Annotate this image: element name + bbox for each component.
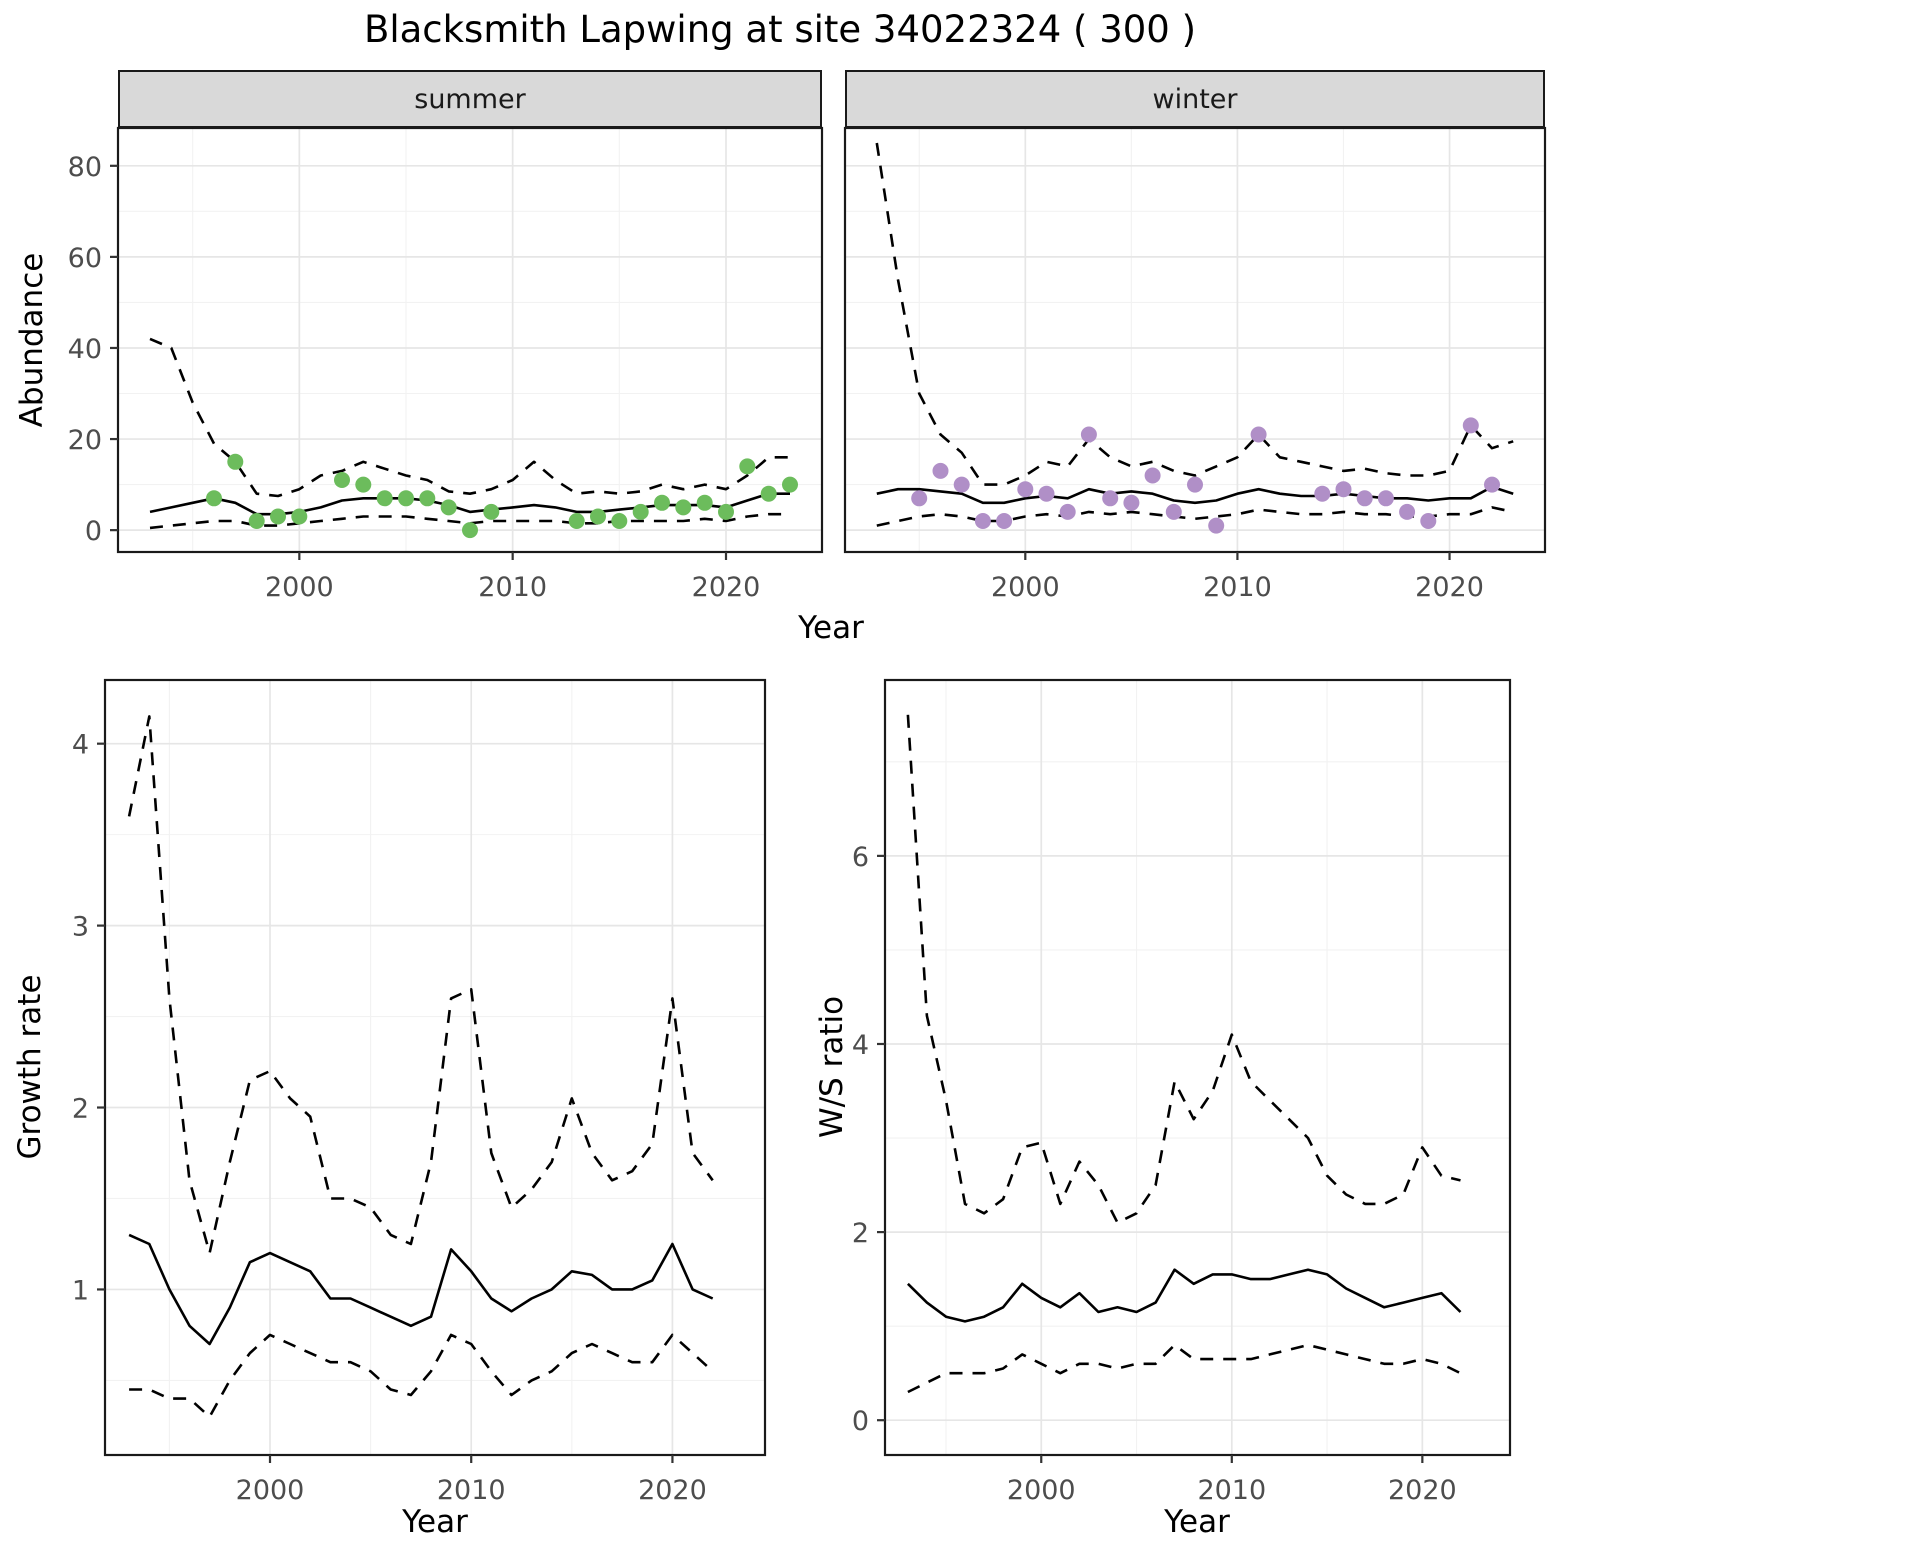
abundance-summer-y-tick-label: 0 <box>85 516 102 547</box>
abundance-summer-x-tick-label: 2020 <box>692 572 761 603</box>
abundance-summer-y-tick-label: 80 <box>68 152 102 183</box>
figure-title: Blacksmith Lapwing at site 34022324 ( 30… <box>363 8 1197 51</box>
abundance-winter-x-tick-label: 2010 <box>1203 572 1272 603</box>
ws-ratio-x-tick-label: 2000 <box>1007 1475 1076 1506</box>
ws-ratio-median-line <box>906 1268 1462 1323</box>
ws-ratio-axis-label: W/S ratio <box>814 995 850 1139</box>
abundance-summer-point <box>696 494 713 511</box>
ws-year-axis-label: Year <box>1164 1504 1230 1540</box>
abundance-summer-y-tick-label: 60 <box>68 243 102 274</box>
growth-rate-y-tick-label: 4 <box>72 730 89 761</box>
ws-ratio-x-tick-label: 2010 <box>1197 1475 1266 1506</box>
growth-rate-axis-label: Growth rate <box>12 974 48 1160</box>
abundance-winter-point <box>1059 503 1076 520</box>
growth-rate-y-tick-label: 3 <box>72 912 89 943</box>
abundance-winter-point <box>996 513 1013 529</box>
abundance-summer-lower_ci-line <box>149 512 790 530</box>
abundance-summer-point <box>376 490 393 507</box>
abundance-winter-upper_ci-line <box>875 142 1514 486</box>
abundance-winter-median-line <box>876 485 1514 505</box>
top-year-axis-label: Year <box>798 610 864 646</box>
abundance-winter-point <box>1377 490 1394 507</box>
abundance-winter-point <box>1356 490 1373 507</box>
abundance-summer-point <box>483 503 500 520</box>
growth-rate-plot: 2000 2010 2020 1 2 3 4 <box>72 678 767 1506</box>
ws-ratio-y-tick-label: 0 <box>852 1406 869 1437</box>
abundance-summer-point <box>398 490 414 507</box>
abundance-summer-point <box>760 485 777 502</box>
abundance-summer-plot: 2000 2010 2020 0 20 40 60 80 <box>68 126 824 603</box>
abundance-summer-point <box>590 508 606 525</box>
abundance-summer-point <box>248 513 265 529</box>
growth-rate-x-tick-label: 2010 <box>437 1475 506 1506</box>
abundance-summer-point <box>206 490 222 507</box>
abundance-winter-point <box>1165 503 1182 520</box>
ws-ratio-lower_ci-line <box>907 1343 1462 1394</box>
growth-rate-lower_ci-line <box>129 1333 714 1419</box>
abundance-summer-point <box>419 490 436 507</box>
abundance-winter-point <box>1462 417 1479 434</box>
abundance-winter-point <box>932 462 949 479</box>
abundance-winter-point <box>1484 476 1500 493</box>
abundance-winter-point <box>1080 426 1097 443</box>
growth-rate-y-tick-label: 1 <box>72 1275 89 1306</box>
abundance-summer-point <box>675 499 692 516</box>
abundance-winter-point <box>1208 517 1225 534</box>
ws-ratio-x-tick-label: 2020 <box>1388 1475 1457 1506</box>
abundance-summer-point <box>718 503 734 520</box>
growth-rate-y-tick-label: 2 <box>72 1094 89 1125</box>
abundance-summer-point <box>782 476 798 493</box>
abundance-winter-point <box>1250 426 1267 443</box>
abundance-winter-x-tick-label: 2000 <box>991 572 1060 603</box>
facet-strip-summer: summer <box>118 70 822 128</box>
abundance-winter-point <box>1399 503 1416 520</box>
abundance-winter-x-tick-label: 2020 <box>1415 572 1484 603</box>
ws-ratio-plot: 2000 2010 2020 0 2 4 6 <box>852 678 1512 1506</box>
abundance-summer-point <box>355 476 372 493</box>
growth-rate-x-tick-label: 2000 <box>236 1475 305 1506</box>
abundance-summer-point <box>291 508 308 525</box>
abundance-winter-point <box>1335 481 1352 498</box>
abundance-winter-point <box>1123 494 1140 511</box>
abundance-winter-point <box>953 476 970 493</box>
abundance-winter-point <box>1187 476 1203 493</box>
ws-ratio-y-tick-label: 6 <box>852 842 869 873</box>
ws-ratio-y-tick-label: 4 <box>852 1030 869 1061</box>
abundance-winter-point <box>1420 513 1437 529</box>
ws-ratio-upper_ci-line <box>906 714 1461 1224</box>
growth-rate-median-line <box>128 1233 714 1346</box>
abundance-summer-y-tick-label: 40 <box>68 334 102 365</box>
growth-rate-x-tick-label: 2020 <box>638 1475 707 1506</box>
abundance-summer-point <box>462 522 478 539</box>
abundance-winter-point <box>1038 485 1055 502</box>
abundance-winter-point <box>1102 490 1119 507</box>
abundance-summer-point <box>654 494 670 511</box>
abundance-winter-point <box>1017 481 1034 498</box>
ws-ratio-y-tick-label: 2 <box>852 1218 869 1249</box>
abundance-winter-point <box>911 490 928 507</box>
abundance-axis-label: Abundance <box>14 252 50 428</box>
abundance-summer-point <box>440 499 457 516</box>
abundance-winter-point <box>1144 467 1161 484</box>
abundance-summer-point <box>227 453 244 470</box>
abundance-summer-point <box>632 503 649 520</box>
abundance-summer-point <box>270 508 286 525</box>
abundance-summer-y-tick-label: 20 <box>68 425 102 456</box>
abundance-summer-x-tick-label: 2010 <box>478 572 547 603</box>
abundance-summer-point <box>334 472 350 488</box>
abundance-summer-upper_ci-line <box>149 337 790 498</box>
abundance-winter-point <box>974 513 991 529</box>
abundance-winter-point <box>1314 485 1331 502</box>
facet-strip-winter: winter <box>845 70 1545 128</box>
abundance-summer-point <box>611 513 628 529</box>
abundance-summer-point <box>568 513 585 529</box>
growth-year-axis-label: Year <box>402 1504 468 1540</box>
abundance-summer-point <box>739 458 756 475</box>
abundance-summer-x-tick-label: 2000 <box>265 572 334 603</box>
growth-rate-upper_ci-line <box>127 715 714 1255</box>
abundance-winter-plot: 2000 2010 2020 <box>843 126 1547 603</box>
